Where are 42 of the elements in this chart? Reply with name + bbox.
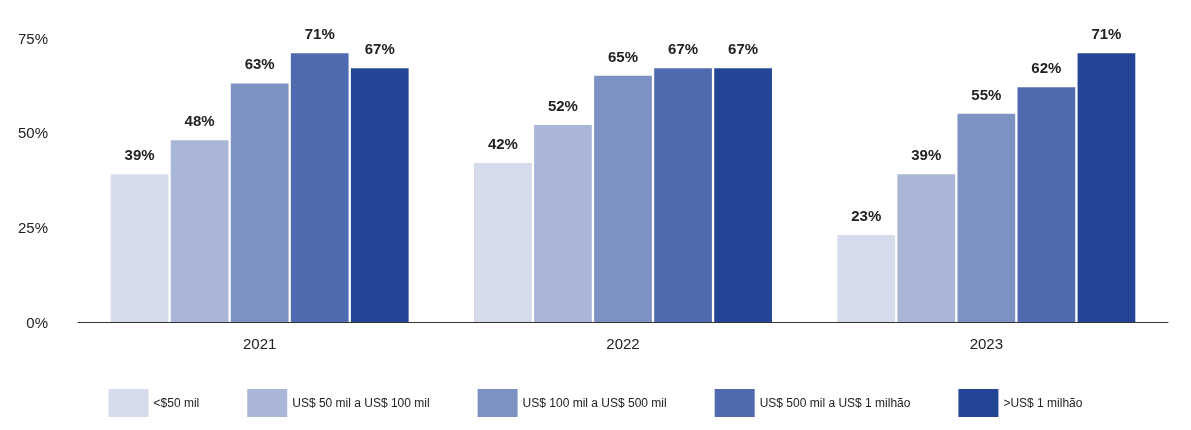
bar xyxy=(1077,53,1136,322)
data-label: 23% xyxy=(851,206,882,224)
y-tick-label: 25% xyxy=(17,218,48,236)
legend-label: <$50 mil xyxy=(153,396,200,410)
data-label: 62% xyxy=(1031,59,1062,77)
legend-label: US$ 100 mil a US$ 500 mil xyxy=(522,396,667,410)
legend-label: >US$ 1 milhão xyxy=(1003,396,1083,410)
y-tick-label: 50% xyxy=(17,124,48,142)
data-label: 67% xyxy=(364,40,395,58)
data-label: 67% xyxy=(728,40,759,58)
x-tick-label: 2022 xyxy=(606,335,640,352)
legend-label: US$ 500 mil a US$ 1 milhão xyxy=(759,396,911,410)
data-label: 71% xyxy=(304,25,335,43)
bar xyxy=(897,174,956,322)
data-label: 52% xyxy=(547,97,578,115)
bar xyxy=(594,75,652,322)
data-label: 42% xyxy=(487,134,518,152)
bar xyxy=(230,83,289,322)
data-label: 39% xyxy=(911,146,942,164)
bar xyxy=(714,68,772,322)
data-label: 55% xyxy=(971,85,1002,103)
data-label: 48% xyxy=(184,112,215,130)
bar xyxy=(350,68,409,322)
x-tick-label: 2023 xyxy=(969,335,1004,352)
y-tick-label: 0% xyxy=(26,313,48,331)
data-label: 63% xyxy=(244,55,275,73)
bar xyxy=(957,113,1016,322)
bar xyxy=(290,53,349,322)
bar xyxy=(837,234,896,322)
bar xyxy=(474,162,532,322)
data-label: 71% xyxy=(1091,25,1122,43)
data-label: 39% xyxy=(124,146,155,164)
bar xyxy=(1017,87,1076,322)
bar xyxy=(654,68,712,322)
y-tick-label: 75% xyxy=(17,29,48,47)
data-label: 67% xyxy=(668,40,699,58)
bar xyxy=(534,125,592,322)
bar xyxy=(110,174,169,322)
data-label: 65% xyxy=(607,47,639,65)
bar xyxy=(170,140,229,322)
legend-label: US$ 50 mil a US$ 100 mil xyxy=(292,396,430,410)
x-tick-label: 2021 xyxy=(242,335,277,352)
